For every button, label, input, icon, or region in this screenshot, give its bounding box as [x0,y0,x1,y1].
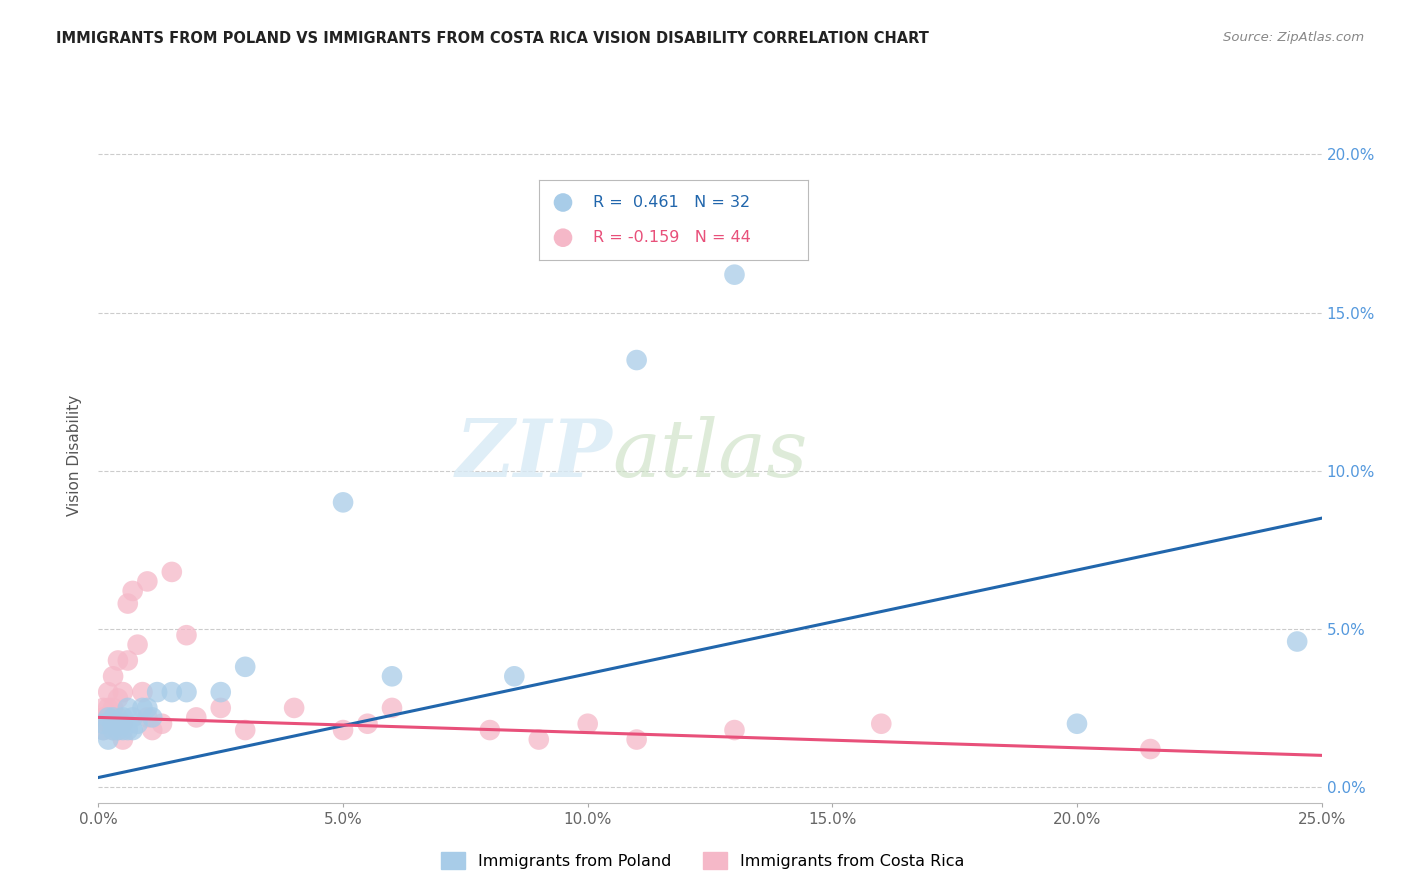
Point [141,710,163,724]
Point [97,716,120,731]
Point [91,701,114,715]
Point [332,495,354,509]
Point [101,716,124,731]
Point [121,583,143,598]
Point [136,710,159,724]
Point [97,685,120,699]
Point [101,710,124,724]
Point [127,638,149,652]
Point [209,685,232,699]
Point [91,716,114,731]
Point [101,723,124,737]
Point [97,732,120,747]
Text: IMMIGRANTS FROM POLAND VS IMMIGRANTS FROM COSTA RICA VISION DISABILITY CORRELATI: IMMIGRANTS FROM POLAND VS IMMIGRANTS FRO… [56,31,929,46]
Point [381,669,404,683]
Text: Source: ZipAtlas.com: Source: ZipAtlas.com [1223,31,1364,45]
Point [723,723,745,737]
Point [111,716,134,731]
Point [1286,634,1309,648]
Point [283,701,305,715]
Point [160,565,183,579]
Point [186,710,208,724]
Point [111,732,134,747]
Point [131,685,153,699]
Point [111,710,134,724]
Point [176,628,198,642]
Point [107,653,129,667]
Point [101,716,124,731]
Text: atlas: atlas [612,417,807,493]
Point [233,723,256,737]
Point [101,669,124,683]
Point [626,732,648,747]
Point [97,710,120,724]
Text: ZIP: ZIP [456,417,612,493]
Point [576,716,599,731]
Point [1139,742,1161,756]
Point [117,653,139,667]
Point [117,701,139,715]
Point [870,716,893,731]
Point [160,685,183,699]
Point [136,701,159,715]
Point [503,669,526,683]
Point [107,723,129,737]
Point [626,353,648,368]
Point [107,716,129,731]
Legend: Immigrants from Poland, Immigrants from Costa Rica: Immigrants from Poland, Immigrants from … [434,846,972,875]
Point [111,716,134,731]
Point [101,723,124,737]
Point [107,710,129,724]
Point [381,701,404,715]
Point [127,716,149,731]
Point [332,723,354,737]
Point [131,701,153,715]
Point [97,710,120,724]
Point [176,685,198,699]
Point [1066,716,1088,731]
Point [121,723,143,737]
Point [97,701,120,715]
Point [107,691,129,706]
Point [117,597,139,611]
Point [111,723,134,737]
Point [107,723,129,737]
Point [111,685,134,699]
Point [723,268,745,282]
Point [146,685,169,699]
Point [209,701,232,715]
Point [91,723,114,737]
Point [233,660,256,674]
Point [136,574,159,589]
Point [91,710,114,724]
Point [551,230,574,244]
Point [527,732,550,747]
Point [478,723,501,737]
Text: R =  0.461   N = 32: R = 0.461 N = 32 [592,195,749,210]
Point [101,710,124,724]
Point [356,716,378,731]
Point [91,723,114,737]
Point [150,716,173,731]
Text: R = -0.159   N = 44: R = -0.159 N = 44 [592,230,751,245]
Y-axis label: Vision Disability: Vision Disability [67,394,83,516]
Point [141,723,163,737]
Point [117,723,139,737]
Point [551,195,574,210]
Point [101,701,124,715]
Point [121,710,143,724]
